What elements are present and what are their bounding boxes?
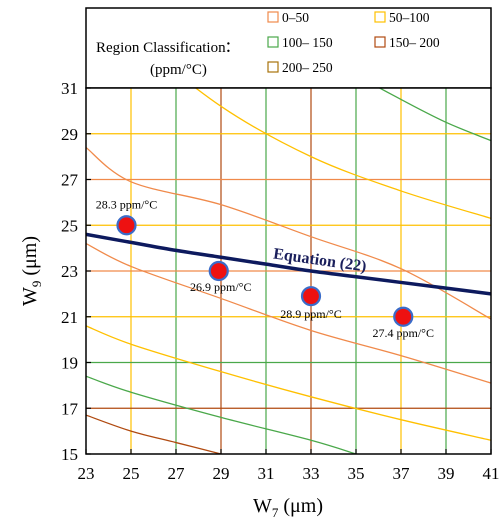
y-axis-title: W9 (μm) bbox=[19, 236, 44, 306]
data-point bbox=[300, 286, 322, 307]
region-boundary-curve bbox=[194, 88, 491, 220]
region-boundary-curve bbox=[378, 88, 491, 142]
y-tick-label: 29 bbox=[61, 125, 78, 144]
x-axis-title: W7 (μm) bbox=[253, 495, 323, 520]
y-tick-label: 27 bbox=[61, 171, 79, 190]
region-boundary-curve bbox=[86, 146, 491, 320]
legend-title-unit: (ppm/°C) bbox=[150, 62, 207, 78]
legend-swatch bbox=[267, 61, 279, 73]
legend-title: Region Classification: bbox=[96, 35, 231, 57]
point-label: 28.3 ppm/°C bbox=[96, 197, 157, 211]
y-tick-label: 31 bbox=[61, 79, 78, 98]
ticks: 23 25 27 29 31 33 35 37 39 41 15 17 19 21 23 25 27 29 31 bbox=[61, 79, 500, 483]
x-tick-label: 27 bbox=[168, 464, 186, 483]
y-tick-label: 23 bbox=[61, 262, 78, 281]
region-boundary-curve bbox=[86, 375, 357, 454]
legend-swatch bbox=[374, 36, 386, 48]
legend-swatch bbox=[374, 11, 386, 23]
legend-box bbox=[85, 7, 492, 89]
point-label: 26.9 ppm/°C bbox=[190, 280, 251, 294]
x-tick-label: 37 bbox=[393, 464, 411, 483]
y-tick-label: 19 bbox=[61, 354, 78, 373]
legend-label: 150– 200 bbox=[389, 35, 440, 50]
legend-label: 50–100 bbox=[389, 10, 430, 25]
data-point bbox=[116, 215, 137, 236]
legend-swatch bbox=[267, 11, 279, 23]
legend-entries: 0–50 50–100 100– 150 150– 200 200– 250 bbox=[267, 10, 440, 75]
x-tick-label: 33 bbox=[303, 464, 320, 483]
x-tick-label: 25 bbox=[123, 464, 140, 483]
equation-curve bbox=[86, 232, 491, 296]
y-tick-label: 25 bbox=[61, 216, 78, 235]
legend-label: 100– 150 bbox=[282, 35, 333, 50]
x-tick-label: 35 bbox=[348, 464, 365, 483]
region-boundary-curve bbox=[86, 414, 222, 454]
point-label: 28.9 ppm/°C bbox=[280, 307, 341, 321]
x-tick-label: 41 bbox=[483, 464, 500, 483]
y-tick-label: 17 bbox=[61, 399, 79, 418]
x-tick-label: 29 bbox=[213, 464, 230, 483]
data-point bbox=[208, 260, 229, 282]
legend-label: 200– 250 bbox=[282, 60, 333, 75]
point-label: 27.4 ppm/°C bbox=[373, 326, 434, 340]
equation-curve-group bbox=[86, 232, 491, 296]
legend: Region Classification: (ppm/°C) 0–50 50–1… bbox=[96, 10, 440, 78]
data-point bbox=[393, 306, 414, 327]
contours bbox=[86, 88, 491, 454]
region-boundary-curve bbox=[86, 242, 491, 384]
region-boundary-curve bbox=[86, 325, 491, 441]
x-tick-label: 39 bbox=[438, 464, 455, 483]
legend-label: 0–50 bbox=[282, 10, 309, 25]
y-tick-label: 21 bbox=[61, 308, 78, 327]
x-tick-label: 31 bbox=[258, 464, 275, 483]
y-tick-label: 15 bbox=[61, 445, 78, 464]
legend-swatch bbox=[267, 36, 279, 48]
x-tick-label: 23 bbox=[78, 464, 95, 483]
